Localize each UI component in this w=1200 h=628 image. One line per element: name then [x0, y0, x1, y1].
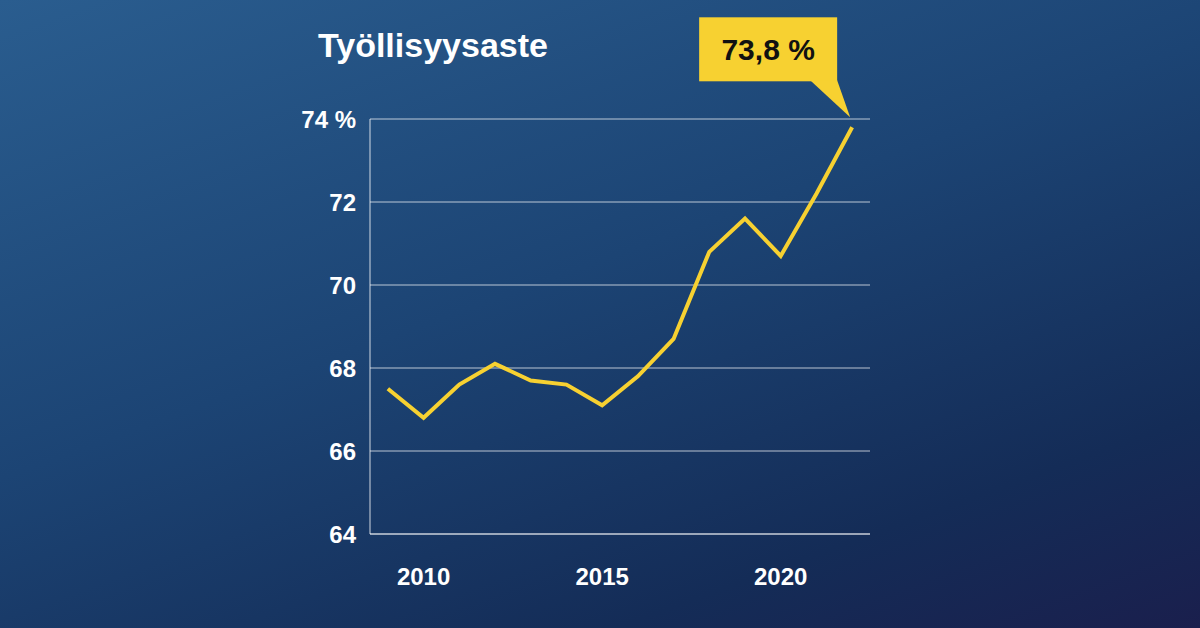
svg-text:74 %: 74 % [301, 106, 356, 133]
svg-text:70: 70 [329, 272, 356, 299]
html-text:Työllisyysaste: Työllisyysaste [318, 26, 548, 64]
svg-text:2020: 2020 [754, 563, 807, 590]
svg-text:2015: 2015 [575, 563, 628, 590]
svg-text:68: 68 [329, 355, 356, 382]
svg-text:72: 72 [329, 189, 356, 216]
svg-text:2010: 2010 [397, 563, 450, 590]
svg-text:66: 66 [329, 438, 356, 465]
svg-text:73,8 %: 73,8 % [721, 33, 814, 66]
svg-text:64: 64 [329, 521, 356, 548]
